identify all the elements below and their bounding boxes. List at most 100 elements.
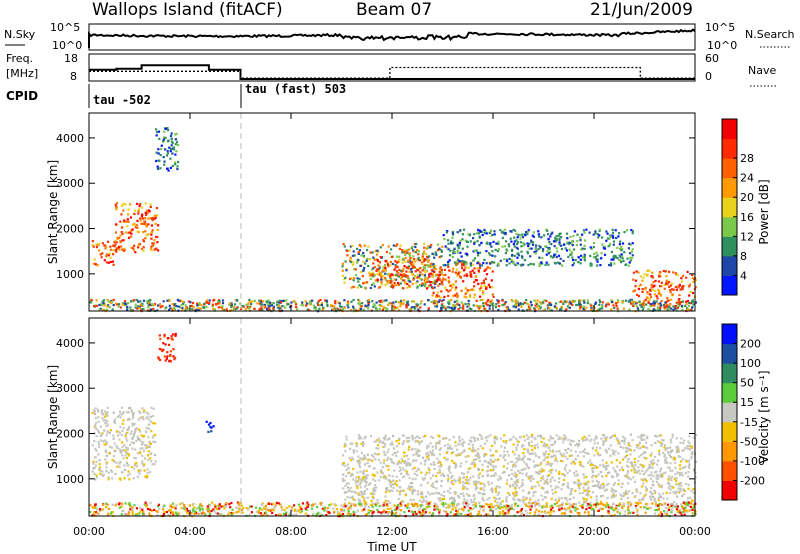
data-cell — [432, 291, 435, 294]
data-cell — [663, 453, 666, 457]
data-cell — [521, 498, 524, 501]
data-cell — [605, 239, 608, 242]
data-cell — [347, 490, 350, 493]
data-cell — [367, 302, 370, 305]
data-cell — [619, 445, 622, 448]
power-y-label: Slant Range [km] — [46, 160, 60, 264]
data-cell — [410, 261, 413, 264]
data-cell — [417, 269, 420, 272]
data-cell — [675, 437, 678, 440]
data-cell — [134, 225, 137, 228]
data-cell — [653, 304, 656, 307]
data-cell — [560, 497, 563, 500]
data-cell — [411, 300, 414, 303]
data-cell — [627, 247, 630, 250]
data-cell — [140, 440, 143, 443]
data-cell — [150, 224, 153, 227]
data-cell — [168, 304, 171, 307]
data-cell — [462, 305, 465, 308]
data-cell — [612, 475, 615, 479]
data-cell — [674, 461, 677, 464]
data-cell — [566, 499, 569, 502]
data-cell — [671, 433, 674, 436]
data-cell — [150, 249, 153, 252]
data-cell — [633, 289, 637, 292]
data-cell — [554, 261, 557, 264]
data-cell — [95, 243, 98, 246]
data-cell — [530, 304, 533, 307]
data-cell — [387, 465, 390, 468]
data-cell — [248, 301, 251, 304]
data-cell — [177, 305, 180, 308]
data-cell — [654, 289, 657, 293]
data-cell — [505, 258, 508, 261]
data-cell — [216, 508, 219, 511]
data-cell — [105, 255, 108, 258]
data-cell — [515, 246, 518, 249]
data-cell — [518, 471, 521, 474]
data-cell — [125, 437, 128, 440]
data-cell — [567, 438, 570, 441]
data-cell — [369, 286, 372, 290]
data-cell — [610, 487, 613, 490]
power-data — [89, 127, 698, 313]
data-cell — [486, 498, 489, 501]
data-cell — [543, 510, 546, 513]
data-cell — [660, 486, 663, 489]
data-cell — [535, 454, 538, 458]
data-cell — [98, 308, 101, 311]
data-cell — [672, 308, 675, 311]
data-cell — [568, 454, 571, 458]
data-cell — [631, 303, 634, 306]
data-cell — [359, 245, 362, 248]
data-cell — [643, 494, 646, 497]
data-cell — [668, 280, 671, 284]
data-cell — [652, 308, 655, 311]
data-cell — [478, 305, 481, 308]
data-cell — [387, 448, 390, 451]
data-cell — [490, 229, 493, 232]
data-cell — [543, 443, 546, 446]
data-cell — [359, 470, 362, 473]
data-cell — [103, 259, 106, 262]
data-cell — [555, 235, 558, 238]
data-cell — [413, 300, 416, 303]
data-cell — [675, 288, 678, 291]
data-cell — [655, 435, 659, 438]
data-cell — [488, 307, 491, 310]
data-cell — [161, 349, 164, 353]
data-cell — [467, 471, 470, 474]
data-cell — [509, 237, 512, 240]
data-cell — [396, 306, 399, 309]
data-cell — [142, 465, 145, 468]
data-cell — [470, 273, 473, 276]
data-cell — [614, 229, 617, 232]
data-cell — [423, 271, 427, 274]
data-cell — [590, 462, 593, 465]
data-cell — [418, 499, 422, 502]
data-cell — [143, 463, 146, 466]
data-cell — [598, 229, 601, 232]
data-cell — [450, 242, 453, 245]
data-cell — [482, 289, 485, 292]
data-cell — [489, 449, 492, 452]
data-cell — [542, 452, 545, 455]
data-cell — [107, 476, 110, 479]
data-cell — [418, 284, 422, 287]
data-cell — [512, 493, 515, 496]
data-cell — [572, 481, 575, 484]
data-cell — [358, 459, 361, 462]
data-cell — [634, 464, 637, 467]
data-cell — [105, 261, 108, 264]
data-cell — [109, 260, 112, 264]
data-cell — [121, 232, 124, 236]
data-cell — [361, 275, 364, 278]
data-cell — [669, 488, 672, 491]
data-cell — [473, 233, 476, 236]
data-cell — [163, 130, 166, 133]
data-cell — [451, 232, 454, 235]
data-cell — [407, 277, 410, 280]
data-cell — [170, 147, 173, 151]
data-cell — [540, 486, 544, 489]
data-cell — [396, 461, 399, 465]
